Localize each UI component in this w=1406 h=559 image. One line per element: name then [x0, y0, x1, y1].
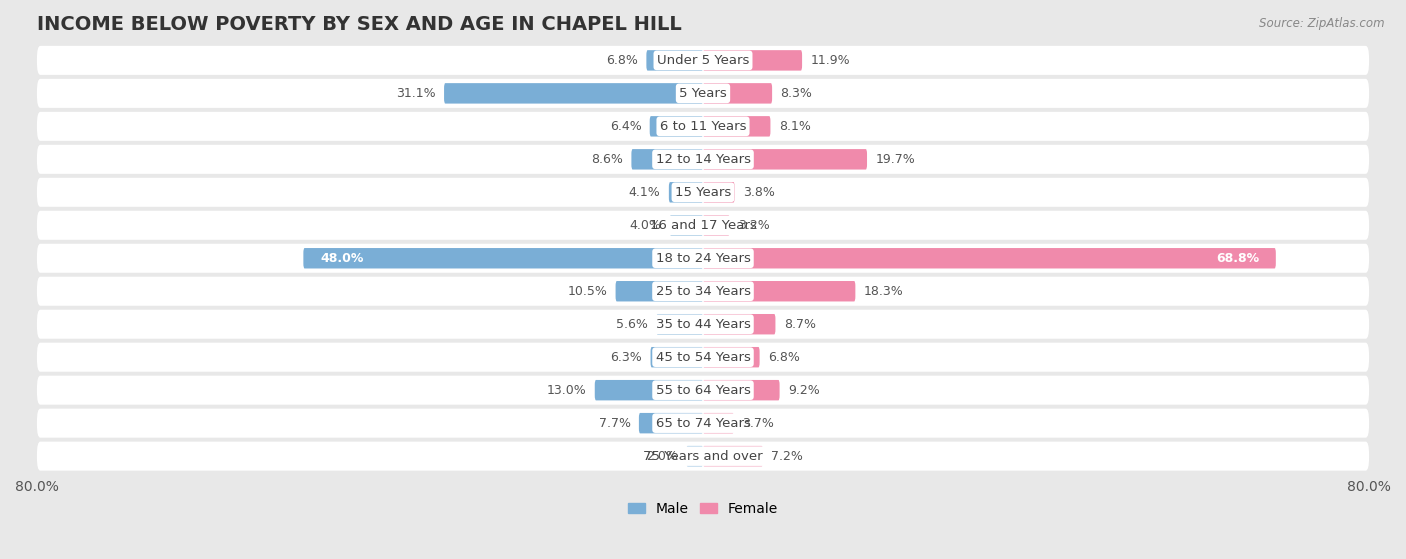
- Text: INCOME BELOW POVERTY BY SEX AND AGE IN CHAPEL HILL: INCOME BELOW POVERTY BY SEX AND AGE IN C…: [37, 15, 682, 34]
- Text: 8.1%: 8.1%: [779, 120, 811, 133]
- Text: 8.3%: 8.3%: [780, 87, 813, 100]
- Text: 25 to 34 Years: 25 to 34 Years: [655, 285, 751, 298]
- FancyBboxPatch shape: [37, 211, 1369, 240]
- Text: 16 and 17 Years: 16 and 17 Years: [650, 219, 756, 232]
- Text: 3.7%: 3.7%: [742, 416, 775, 430]
- FancyBboxPatch shape: [703, 83, 772, 103]
- Text: 11.9%: 11.9%: [810, 54, 851, 67]
- FancyBboxPatch shape: [37, 277, 1369, 306]
- Text: 75 Years and over: 75 Years and over: [643, 449, 763, 463]
- FancyBboxPatch shape: [703, 314, 776, 334]
- Text: 10.5%: 10.5%: [568, 285, 607, 298]
- Text: 8.6%: 8.6%: [591, 153, 623, 166]
- FancyBboxPatch shape: [703, 50, 801, 70]
- Text: 45 to 54 Years: 45 to 54 Years: [655, 350, 751, 364]
- FancyBboxPatch shape: [37, 145, 1369, 174]
- Text: Source: ZipAtlas.com: Source: ZipAtlas.com: [1260, 17, 1385, 30]
- Text: 3.2%: 3.2%: [738, 219, 769, 232]
- FancyBboxPatch shape: [669, 182, 703, 202]
- FancyBboxPatch shape: [703, 347, 759, 367]
- FancyBboxPatch shape: [647, 50, 703, 70]
- Text: 4.0%: 4.0%: [630, 219, 661, 232]
- FancyBboxPatch shape: [37, 112, 1369, 141]
- FancyBboxPatch shape: [37, 178, 1369, 207]
- Text: 31.1%: 31.1%: [396, 87, 436, 100]
- FancyBboxPatch shape: [37, 79, 1369, 108]
- FancyBboxPatch shape: [37, 244, 1369, 273]
- FancyBboxPatch shape: [444, 83, 703, 103]
- Text: 13.0%: 13.0%: [547, 383, 586, 397]
- Text: 65 to 74 Years: 65 to 74 Years: [655, 416, 751, 430]
- Text: 5.6%: 5.6%: [616, 318, 648, 331]
- FancyBboxPatch shape: [703, 149, 868, 169]
- Legend: Male, Female: Male, Female: [623, 496, 783, 522]
- FancyBboxPatch shape: [703, 413, 734, 433]
- FancyBboxPatch shape: [703, 182, 735, 202]
- FancyBboxPatch shape: [304, 248, 703, 268]
- Text: 5 Years: 5 Years: [679, 87, 727, 100]
- Text: 2.0%: 2.0%: [647, 449, 678, 463]
- Text: 18.3%: 18.3%: [863, 285, 904, 298]
- Text: 4.1%: 4.1%: [628, 186, 661, 199]
- FancyBboxPatch shape: [703, 446, 763, 466]
- FancyBboxPatch shape: [37, 46, 1369, 75]
- Text: 68.8%: 68.8%: [1216, 252, 1260, 265]
- Text: 19.7%: 19.7%: [876, 153, 915, 166]
- Text: 35 to 44 Years: 35 to 44 Years: [655, 318, 751, 331]
- FancyBboxPatch shape: [703, 215, 730, 235]
- FancyBboxPatch shape: [669, 215, 703, 235]
- FancyBboxPatch shape: [703, 281, 855, 301]
- Text: 6.8%: 6.8%: [768, 350, 800, 364]
- FancyBboxPatch shape: [37, 310, 1369, 339]
- FancyBboxPatch shape: [650, 116, 703, 136]
- Text: 15 Years: 15 Years: [675, 186, 731, 199]
- FancyBboxPatch shape: [595, 380, 703, 400]
- FancyBboxPatch shape: [651, 347, 703, 367]
- Text: 7.2%: 7.2%: [772, 449, 803, 463]
- FancyBboxPatch shape: [686, 446, 703, 466]
- FancyBboxPatch shape: [616, 281, 703, 301]
- FancyBboxPatch shape: [703, 116, 770, 136]
- Text: 6.8%: 6.8%: [606, 54, 638, 67]
- FancyBboxPatch shape: [703, 248, 1275, 268]
- Text: 6.4%: 6.4%: [610, 120, 641, 133]
- Text: 3.8%: 3.8%: [742, 186, 775, 199]
- FancyBboxPatch shape: [37, 343, 1369, 372]
- Text: 12 to 14 Years: 12 to 14 Years: [655, 153, 751, 166]
- Text: 8.7%: 8.7%: [783, 318, 815, 331]
- FancyBboxPatch shape: [657, 314, 703, 334]
- FancyBboxPatch shape: [37, 442, 1369, 471]
- Text: 6.3%: 6.3%: [610, 350, 643, 364]
- Text: 18 to 24 Years: 18 to 24 Years: [655, 252, 751, 265]
- Text: 9.2%: 9.2%: [787, 383, 820, 397]
- Text: 48.0%: 48.0%: [321, 252, 363, 265]
- FancyBboxPatch shape: [638, 413, 703, 433]
- FancyBboxPatch shape: [37, 409, 1369, 438]
- Text: 6 to 11 Years: 6 to 11 Years: [659, 120, 747, 133]
- Text: 7.7%: 7.7%: [599, 416, 630, 430]
- Text: Under 5 Years: Under 5 Years: [657, 54, 749, 67]
- FancyBboxPatch shape: [703, 380, 779, 400]
- FancyBboxPatch shape: [37, 376, 1369, 405]
- FancyBboxPatch shape: [631, 149, 703, 169]
- Text: 55 to 64 Years: 55 to 64 Years: [655, 383, 751, 397]
